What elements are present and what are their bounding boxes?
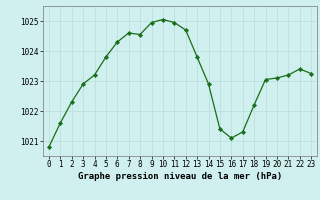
X-axis label: Graphe pression niveau de la mer (hPa): Graphe pression niveau de la mer (hPa)	[78, 172, 282, 181]
